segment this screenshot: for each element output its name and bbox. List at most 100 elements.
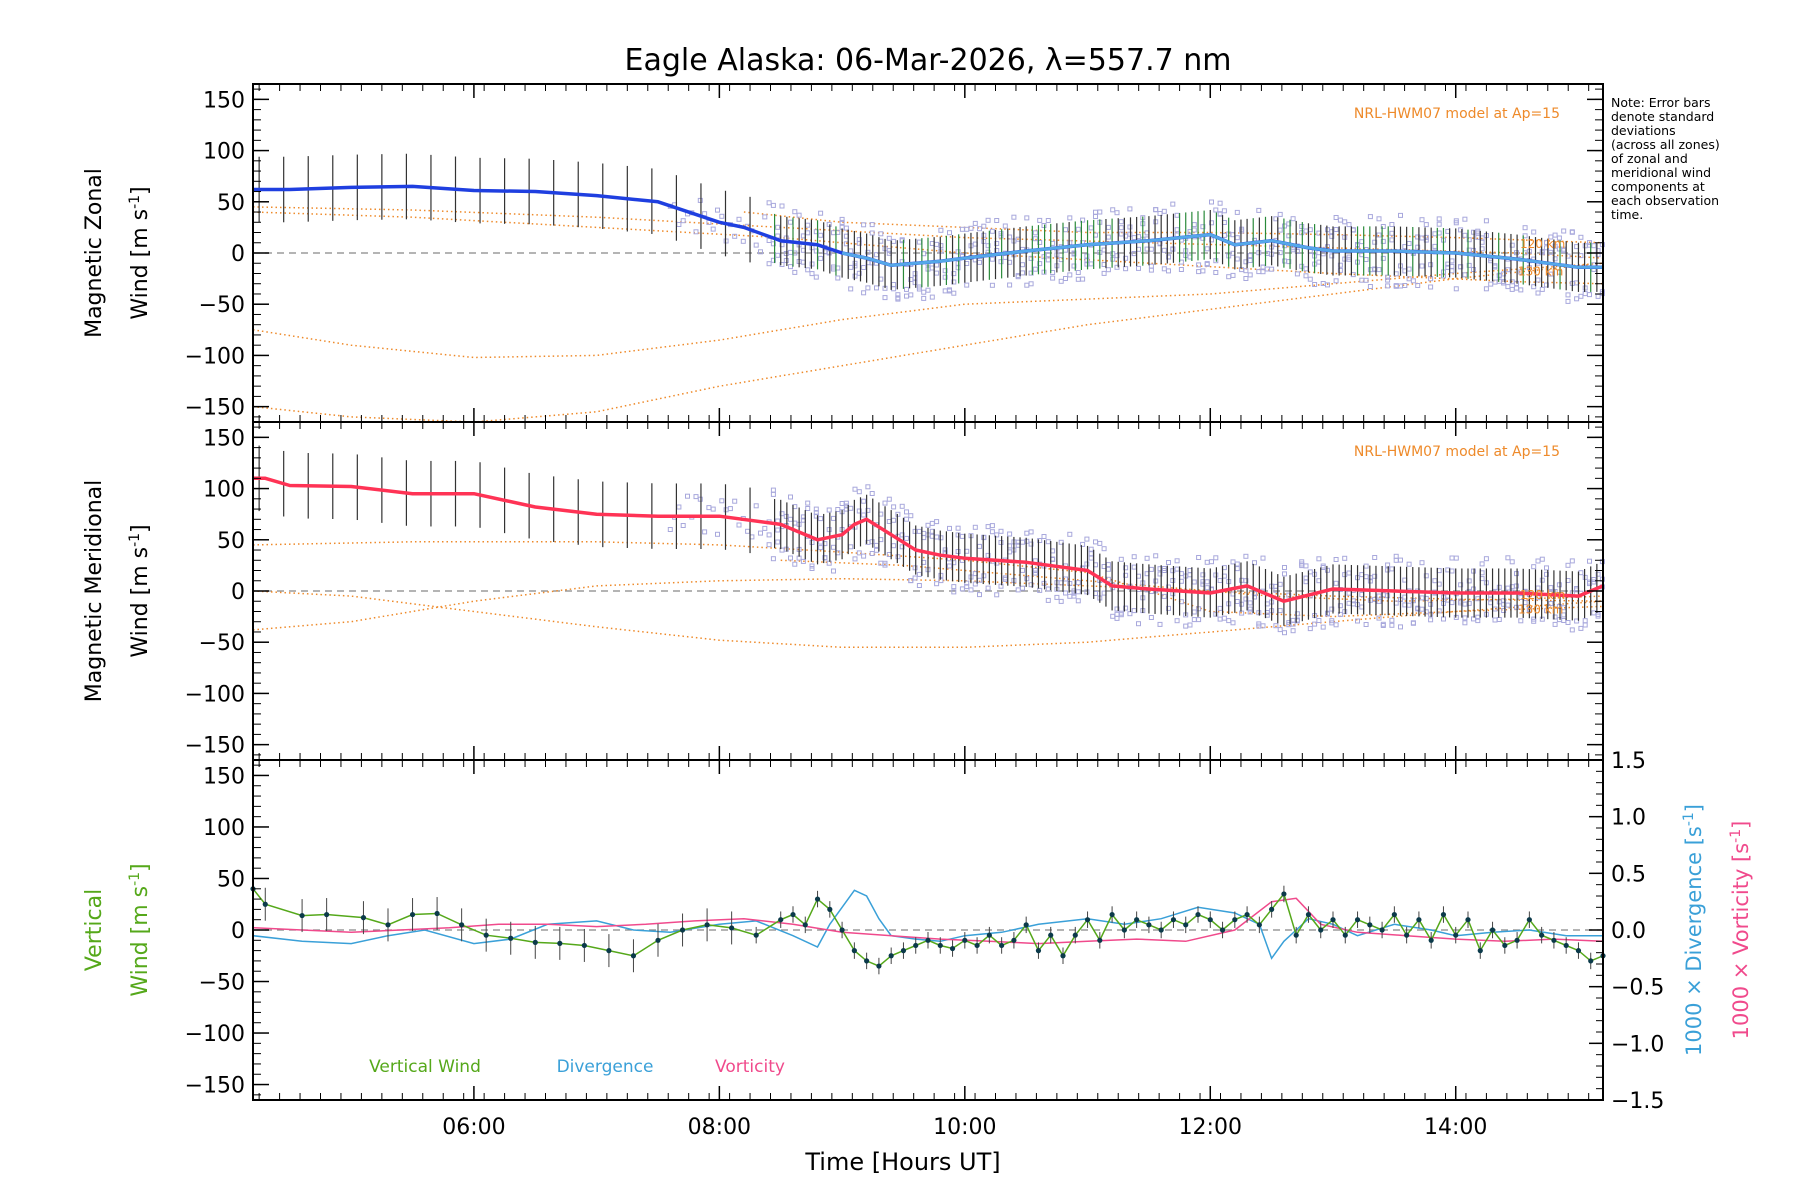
- scatter-point: [1204, 585, 1210, 591]
- scatter-point: [1307, 276, 1313, 282]
- scatter-point: [1471, 616, 1476, 622]
- scatter-point: [1449, 568, 1455, 574]
- scatter-point: [1067, 240, 1073, 246]
- scatter-point: [1024, 215, 1030, 221]
- scatter-point: [1204, 261, 1210, 267]
- y-tick-label: −100: [185, 1022, 245, 1047]
- scatter-point: [1587, 240, 1592, 246]
- scatter-point: [874, 285, 879, 291]
- scatter-point: [1032, 230, 1038, 236]
- y-tick-label: 50: [217, 191, 245, 216]
- scatter-point: [839, 216, 845, 222]
- scatter-point: [934, 534, 940, 540]
- scatter-point: [1312, 282, 1318, 287]
- scatter-point: [1466, 262, 1472, 268]
- scatter-point: [1466, 600, 1472, 606]
- scatter-point: [1582, 574, 1588, 580]
- scatter-point: [762, 214, 768, 220]
- scatter-point: [788, 219, 793, 225]
- scatter-point: [835, 507, 841, 512]
- scatter-point: [1419, 606, 1425, 612]
- scatter-point: [1591, 577, 1597, 582]
- vertical-wind-point: [1256, 922, 1262, 928]
- scatter-point: [1067, 272, 1073, 278]
- scatter-point: [1531, 229, 1537, 235]
- scatter-point: [1544, 245, 1549, 251]
- scatter-point: [1355, 618, 1360, 624]
- scatter-point: [895, 296, 901, 302]
- scatter-point: [1471, 568, 1476, 574]
- y-tick-label: −150: [185, 1074, 245, 1099]
- vertical-wind-point: [1035, 948, 1042, 954]
- scatter-point: [1389, 617, 1395, 623]
- scatter-point: [1234, 256, 1240, 262]
- scatter-point: [994, 241, 1000, 246]
- scatter-point: [745, 528, 751, 534]
- vertical-wind-point: [1588, 958, 1594, 964]
- scatter-point: [775, 527, 781, 533]
- scatter-point: [792, 209, 798, 215]
- y2-tick-label: 0.0: [1611, 919, 1646, 944]
- scatter-point: [1367, 214, 1373, 220]
- vertical-wind-point: [729, 925, 735, 931]
- scatter-point: [1239, 601, 1245, 607]
- scatter-point: [1071, 251, 1077, 257]
- scatter-point: [1398, 557, 1403, 563]
- scatter-point: [1239, 577, 1245, 583]
- scatter-point: [947, 230, 952, 236]
- scatter-point: [848, 544, 854, 550]
- model-curve: [252, 590, 1604, 649]
- scatter-point: [1213, 572, 1219, 578]
- scatter-point: [788, 264, 793, 270]
- scatter-point: [1337, 611, 1343, 617]
- scatter-point: [1492, 263, 1498, 269]
- scatter-point: [710, 506, 716, 512]
- scatter-point: [968, 225, 974, 231]
- scatter-point: [1303, 273, 1309, 279]
- scatter-point: [1595, 293, 1601, 299]
- y-tick-label: 100: [203, 140, 245, 165]
- scatter-point: [882, 500, 888, 506]
- scatter-point: [1045, 257, 1051, 263]
- scatter-point: [1423, 234, 1429, 240]
- scatter-point: [818, 545, 824, 551]
- scatter-point: [989, 228, 995, 234]
- scatter-point: [1419, 560, 1425, 566]
- scatter-point: [1385, 283, 1391, 289]
- scatter-point: [779, 262, 785, 267]
- scatter-point: [1114, 253, 1120, 259]
- vertical-wind-point: [1060, 953, 1066, 959]
- scatter-point: [985, 552, 991, 558]
- scatter-point: [1337, 603, 1343, 609]
- scatter-point: [1234, 209, 1240, 215]
- scatter-point: [964, 226, 970, 232]
- scatter-point: [861, 265, 867, 270]
- y-tick-label: 150: [203, 764, 245, 789]
- scatter-point: [1376, 615, 1382, 621]
- scatter-point: [1230, 559, 1236, 565]
- scatter-point: [1153, 219, 1159, 225]
- scatter-point: [1024, 282, 1030, 288]
- scatter-point: [1574, 296, 1580, 302]
- model-alt-label: 120 km: [1520, 237, 1565, 251]
- scatter-point: [1191, 579, 1197, 585]
- scatter-point: [912, 528, 918, 534]
- x-tick-label: 12:00: [1179, 1115, 1242, 1140]
- scatter-point: [1243, 268, 1249, 274]
- scatter-point: [959, 533, 965, 539]
- scatter-point: [1376, 598, 1382, 604]
- scatter-point: [942, 288, 948, 294]
- scatter-point: [667, 527, 673, 532]
- model-alt-label: 130 km: [1518, 603, 1563, 617]
- vertical-wind-point: [1109, 911, 1115, 918]
- scatter-point: [1028, 529, 1034, 535]
- scatter-point: [1114, 611, 1120, 617]
- scatter-point: [989, 282, 995, 288]
- scatter-point: [770, 556, 776, 562]
- scatter-point: [706, 505, 712, 511]
- scatter-point: [1178, 267, 1184, 272]
- vertical-wind-point: [864, 958, 870, 964]
- note-line: of zonal and: [1611, 151, 1688, 166]
- scatter-point: [1462, 620, 1468, 626]
- scatter-point: [904, 509, 909, 515]
